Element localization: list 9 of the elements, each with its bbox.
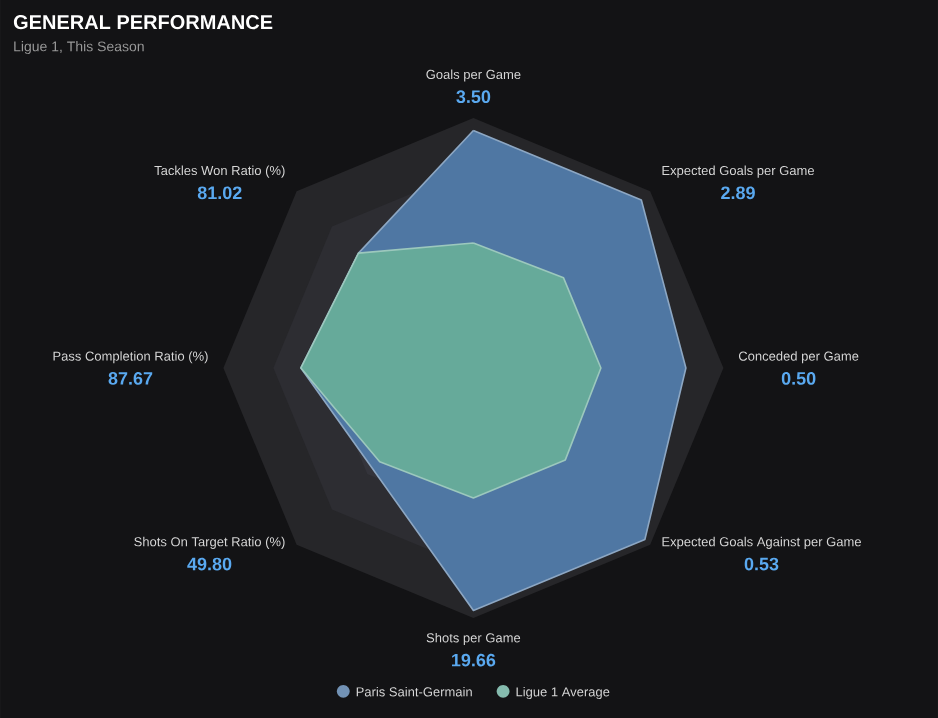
chart-title: GENERAL PERFORMANCE: [13, 15, 273, 30]
text: 0.50: [781, 372, 816, 385]
text: 0.53: [744, 557, 779, 571]
text: 3.50: [456, 90, 491, 104]
text: 2.89: [721, 186, 755, 200]
text: 19.66: [452, 653, 496, 667]
text: 87.67: [108, 372, 153, 385]
text: 49.80: [187, 557, 232, 571]
text: 81.02: [197, 186, 242, 200]
